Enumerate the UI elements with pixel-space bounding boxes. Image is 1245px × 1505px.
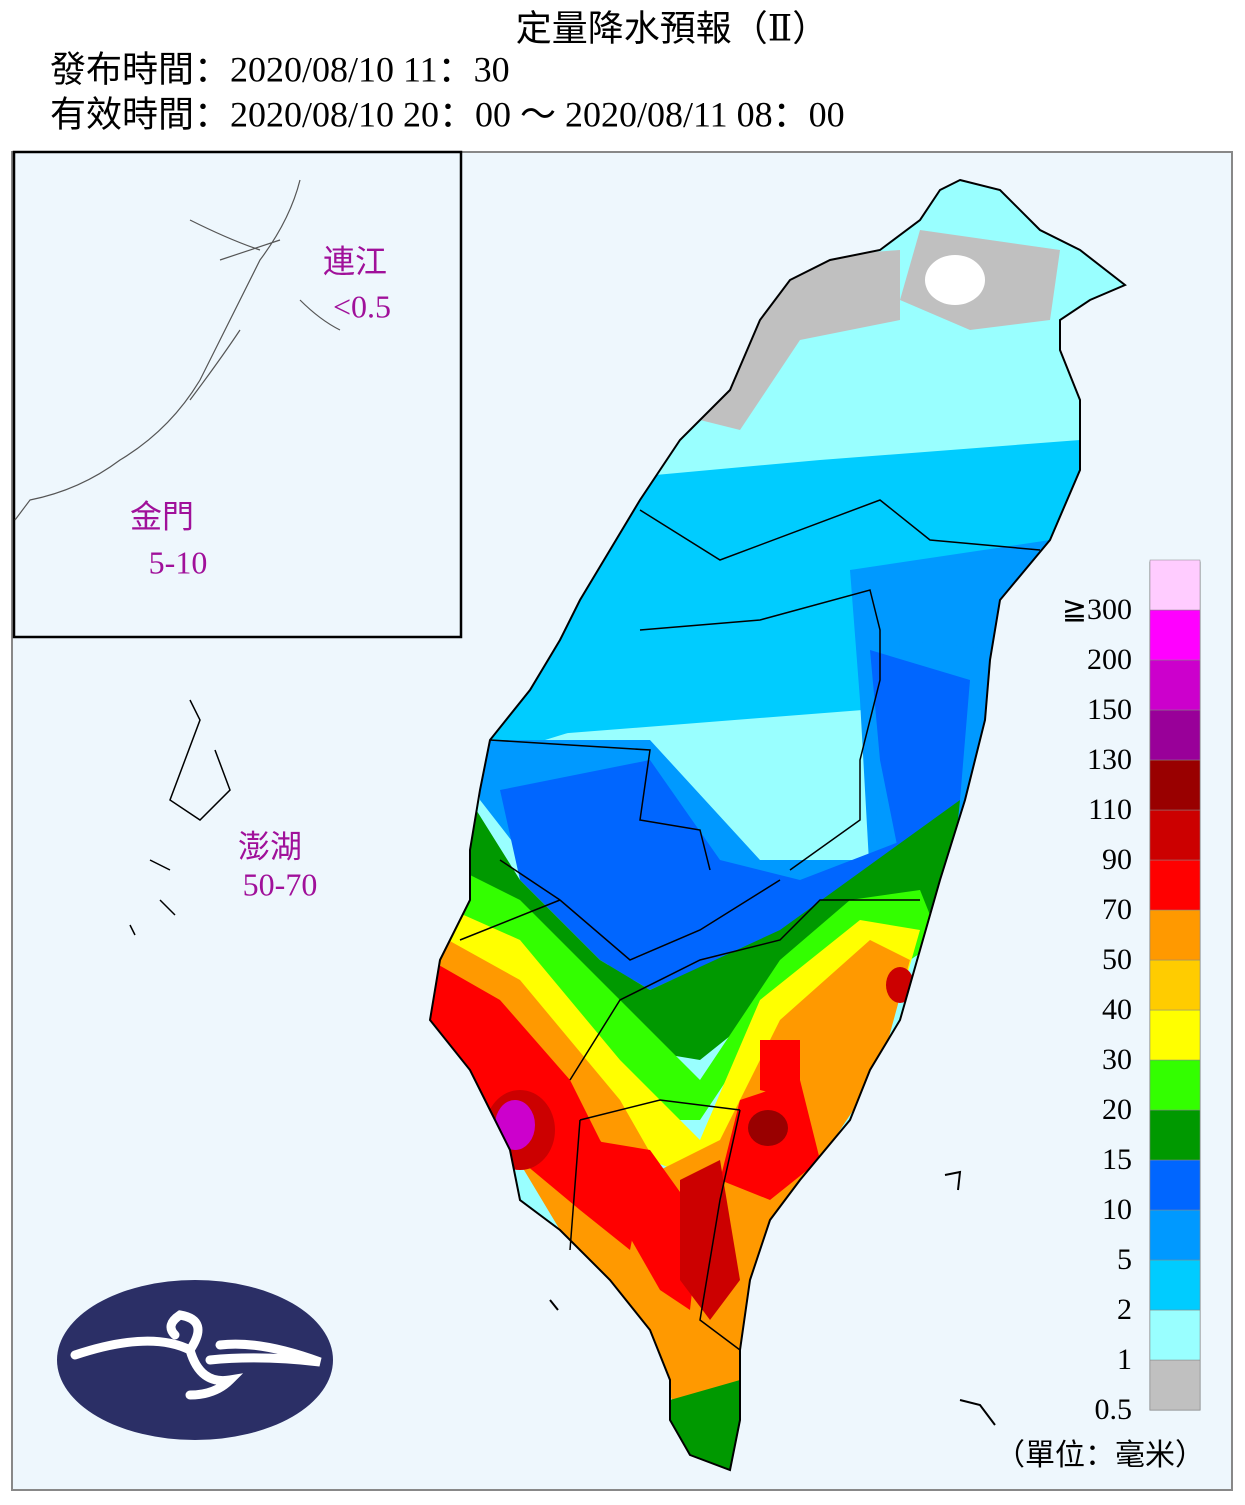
legend-label: 70 (1102, 893, 1132, 926)
county-borders (459, 499, 1041, 1351)
region-amount: 50-70 (243, 866, 318, 902)
region-amount: <0.5 (333, 288, 391, 324)
legend-label: 150 (1087, 693, 1132, 726)
inset-frame (12, 150, 463, 639)
legend-swatch (1149, 859, 1201, 911)
penghu-islands (129, 699, 231, 936)
legend-label: 40 (1102, 993, 1132, 1026)
legend-label: 30 (1102, 1043, 1132, 1076)
legend-swatch (1149, 1259, 1201, 1311)
legend-swatch (1149, 1309, 1201, 1361)
region-name: 連江 (323, 243, 387, 279)
legend-label: 10 (1102, 1193, 1132, 1226)
legend-label: 15 (1102, 1143, 1132, 1176)
region-amount: 5-10 (149, 544, 208, 580)
legend-swatch (1149, 1009, 1201, 1061)
legend-swatch (1149, 1209, 1201, 1261)
legend-swatch (1149, 759, 1201, 811)
legend-swatch (1149, 1159, 1201, 1211)
legend-swatch (1149, 659, 1201, 711)
small-islands (549, 1170, 996, 1426)
legend-swatch (1149, 909, 1201, 961)
legend-swatch (1149, 1109, 1201, 1161)
legend-label: 200 (1087, 643, 1132, 676)
legend-label: 2 (1117, 1293, 1132, 1326)
legend-label: 90 (1102, 843, 1132, 876)
legend-label: 130 (1087, 743, 1132, 776)
taiwan-outline (428, 178, 1127, 1472)
issued-time: 發布時間：2020/08/10 11：30 (50, 49, 510, 89)
legend-swatch (1149, 1059, 1201, 1111)
legend-label: 5 (1117, 1243, 1132, 1276)
legend-label: 50 (1102, 943, 1132, 976)
legend-swatch (1149, 809, 1201, 861)
region-name: 金門 (130, 498, 194, 534)
legend-label: 110 (1088, 793, 1132, 826)
legend-swatch (1149, 959, 1201, 1011)
legend-label: 1 (1117, 1343, 1132, 1376)
legend-swatch (1149, 609, 1201, 661)
legend-swatch (1149, 709, 1201, 761)
inset-coastline (14, 179, 341, 521)
cwb-logo (57, 1280, 333, 1440)
valid-time: 有效時間：2020/08/10 20：00 ～ 2020/08/11 08：00 (50, 94, 845, 134)
region-name: 澎湖 (238, 828, 302, 864)
legend-label: 20 (1102, 1093, 1132, 1126)
legend-swatch (1149, 1359, 1201, 1411)
legend-swatch (1149, 559, 1201, 611)
legend-label: 0.5 (1095, 1393, 1133, 1426)
legend-unit: （單位：毫米） (995, 1439, 1205, 1472)
legend-label: ≧300 (1062, 593, 1132, 626)
title: 定量降水預報（Ⅱ） (516, 8, 828, 48)
